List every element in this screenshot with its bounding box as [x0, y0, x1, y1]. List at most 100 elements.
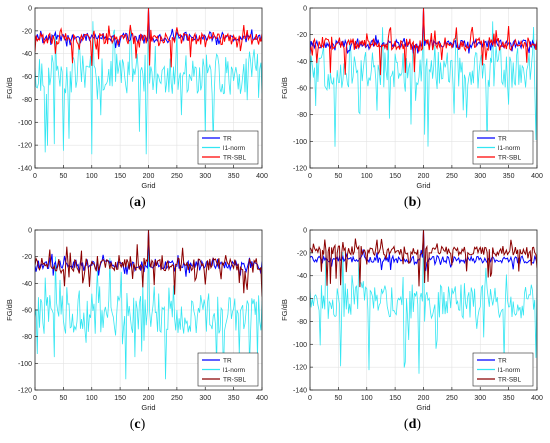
chart-a-svg: 0 50 100 150 200 250 300 350 400 0 -20 -40 -60 -80 -10…: [5, 6, 268, 191]
chart-d-y-tick-label: -140: [293, 388, 307, 395]
chart-b-x-tick-label: 300: [474, 173, 486, 180]
chart-b-x-tick-label: 100: [361, 173, 373, 180]
chart-a-y-axis-label: FG/dB: [5, 77, 14, 99]
chart-b-x-tick-label: 150: [389, 173, 401, 180]
chart-a-legend-label: TR-SBL: [223, 155, 247, 162]
chart-d-y-tick-label: -80: [297, 319, 307, 326]
chart-d-y-tick-label: -60: [297, 296, 307, 303]
chart-d-legend-label: TR: [498, 358, 507, 365]
chart-panel-a: 0 50 100 150 200 250 300 350 400 0 -20 -40 -60 -80 -10…: [0, 0, 275, 221]
panel-label-d: (d): [403, 417, 422, 432]
chart-d-x-tick-label: 100: [361, 395, 373, 402]
chart-c-y-tick-label: -40: [22, 281, 32, 288]
chart-d-legend-label: TR-SBL: [498, 377, 522, 384]
chart-c-x-tick-label: 200: [143, 395, 155, 402]
chart-a-legend: TR l1-norm TR-SBL: [197, 130, 259, 165]
chart-d-y-axis-label: FG/dB: [280, 299, 289, 321]
chart-d-x-tick-label: 250: [446, 395, 458, 402]
chart-c-series-tr-sbl: [35, 230, 262, 297]
chart-d-x-tick-label: 50: [334, 395, 342, 402]
chart-a-x-axis-label: Grid: [141, 181, 155, 190]
chart-d-legend-label: l1-norm: [498, 367, 520, 374]
chart-c-x-tick-label: 350: [228, 395, 240, 402]
chart-b-legend-label: TR-SBL: [498, 155, 522, 162]
chart-b-x-tick-label: 0: [308, 173, 312, 180]
chart-d-legend: TR l1-norm TR-SBL: [472, 352, 534, 387]
chart-b-y-tick-label: 0: [303, 6, 307, 13]
chart-a-x-tick-label: 150: [114, 173, 126, 180]
panel-label-c: (c): [129, 417, 146, 432]
chart-c-y-tick-label: -60: [22, 308, 32, 315]
chart-b-series-tr-sbl: [310, 8, 537, 76]
chart-d-svg: 0 50 100 150 200 250 300 350 400 0 -20 -40 -60 -80 -10…: [280, 228, 543, 413]
chart-d-series-tr: [310, 230, 537, 272]
chart-panel-d: 0 50 100 150 200 250 300 350 400 0 -20 -40 -60 -80 -10…: [275, 222, 550, 443]
chart-d-x-axis-label: Grid: [416, 403, 430, 412]
chart-c-y-tick-label: -20: [22, 254, 32, 261]
chart-a-x-tick-label: 50: [59, 173, 67, 180]
chart-d-x-tick-label: 300: [474, 395, 486, 402]
chart-b-y-tick-label: -40: [297, 59, 307, 66]
chart-a-y-tick-label: -100: [18, 120, 32, 127]
chart-b-x-tick-label: 400: [531, 173, 543, 180]
chart-c-x-tick-label: 150: [114, 395, 126, 402]
chart-d-y-tick-label: -100: [293, 342, 307, 349]
chart-c-x-axis-label: Grid: [141, 403, 155, 412]
chart-d-series-tr-sbl: [310, 230, 537, 288]
chart-c-legend-label: TR-SBL: [223, 377, 247, 384]
chart-d-x-tick-label: 0: [308, 395, 312, 402]
chart-d-x-tick-label: 350: [503, 395, 515, 402]
chart-panel-b: 0 50 100 150 200 250 300 350 400 0 -20 -40 -60 -80 -10…: [275, 0, 550, 221]
chart-c-x-tick-label: 300: [199, 395, 211, 402]
chart-b-y-tick-label: -120: [293, 166, 307, 173]
chart-b-x-tick-label: 50: [334, 173, 342, 180]
chart-b-y-tick-label: -60: [297, 86, 307, 93]
chart-a-legend-label: TR: [223, 136, 232, 143]
chart-d-y-tick-label: -40: [297, 273, 307, 280]
chart-a-y-tick-label: -20: [22, 28, 32, 35]
chart-d-y-tick-label: -120: [293, 365, 307, 372]
chart-b-y-tick-label: -100: [293, 139, 307, 146]
chart-panel-c: 0 50 100 150 200 250 300 350 400 0 -20 -40 -60 -80 -10…: [0, 222, 275, 443]
chart-a-y-tick-label: -80: [22, 97, 32, 104]
chart-c-y-tick-label: 0: [28, 228, 32, 235]
panel-label-b: (b): [403, 195, 422, 210]
panel-label-a: (a): [129, 195, 146, 210]
chart-b-y-tick-label: -80: [297, 112, 307, 119]
chart-b-y-axis-label: FG/dB: [280, 77, 289, 99]
chart-a-y-tick-label: -140: [18, 166, 32, 173]
chart-a-y-tick-label: -40: [22, 51, 32, 58]
chart-a-series-tr-sbl: [35, 8, 262, 68]
chart-a-y-tick-label: 0: [28, 6, 32, 13]
chart-c-x-tick-label: 0: [33, 395, 37, 402]
chart-d-y-tick-label: 0: [303, 228, 307, 235]
chart-c-legend-label: TR: [223, 358, 232, 365]
chart-a-y-tick-label: -60: [22, 74, 32, 81]
chart-b-x-tick-label: 250: [446, 173, 458, 180]
chart-a-y-tick-label: -120: [18, 143, 32, 150]
chart-a-x-tick-label: 250: [171, 173, 183, 180]
chart-c-legend: TR l1-norm TR-SBL: [197, 352, 259, 387]
chart-d-x-tick-label: 200: [418, 395, 430, 402]
chart-b-x-tick-label: 200: [418, 173, 430, 180]
chart-b-svg: 0 50 100 150 200 250 300 350 400 0 -20 -40 -60 -80 -10…: [280, 6, 543, 191]
chart-c-y-tick-label: -120: [18, 388, 32, 395]
chart-a-x-tick-label: 350: [228, 173, 240, 180]
chart-b-x-tick-label: 350: [503, 173, 515, 180]
chart-a-legend-label: l1-norm: [223, 145, 245, 152]
chart-c-series-tr: [35, 230, 262, 278]
chart-a-x-tick-label: 0: [33, 173, 37, 180]
chart-b-y-tick-label: -20: [297, 32, 307, 39]
chart-c-svg: 0 50 100 150 200 250 300 350 400 0 -20 -40 -60 -80 -10…: [5, 228, 268, 413]
chart-c-y-tick-label: -100: [18, 361, 32, 368]
chart-a-x-tick-label: 100: [86, 173, 98, 180]
chart-c-x-tick-label: 100: [86, 395, 98, 402]
chart-a-x-tick-label: 200: [143, 173, 155, 180]
chart-c-x-tick-label: 250: [171, 395, 183, 402]
chart-b-legend-label: TR: [498, 136, 507, 143]
chart-a-x-tick-label: 300: [199, 173, 211, 180]
chart-d-x-tick-label: 400: [531, 395, 543, 402]
chart-c-x-tick-label: 50: [59, 395, 67, 402]
chart-c-legend-label: l1-norm: [223, 367, 245, 374]
